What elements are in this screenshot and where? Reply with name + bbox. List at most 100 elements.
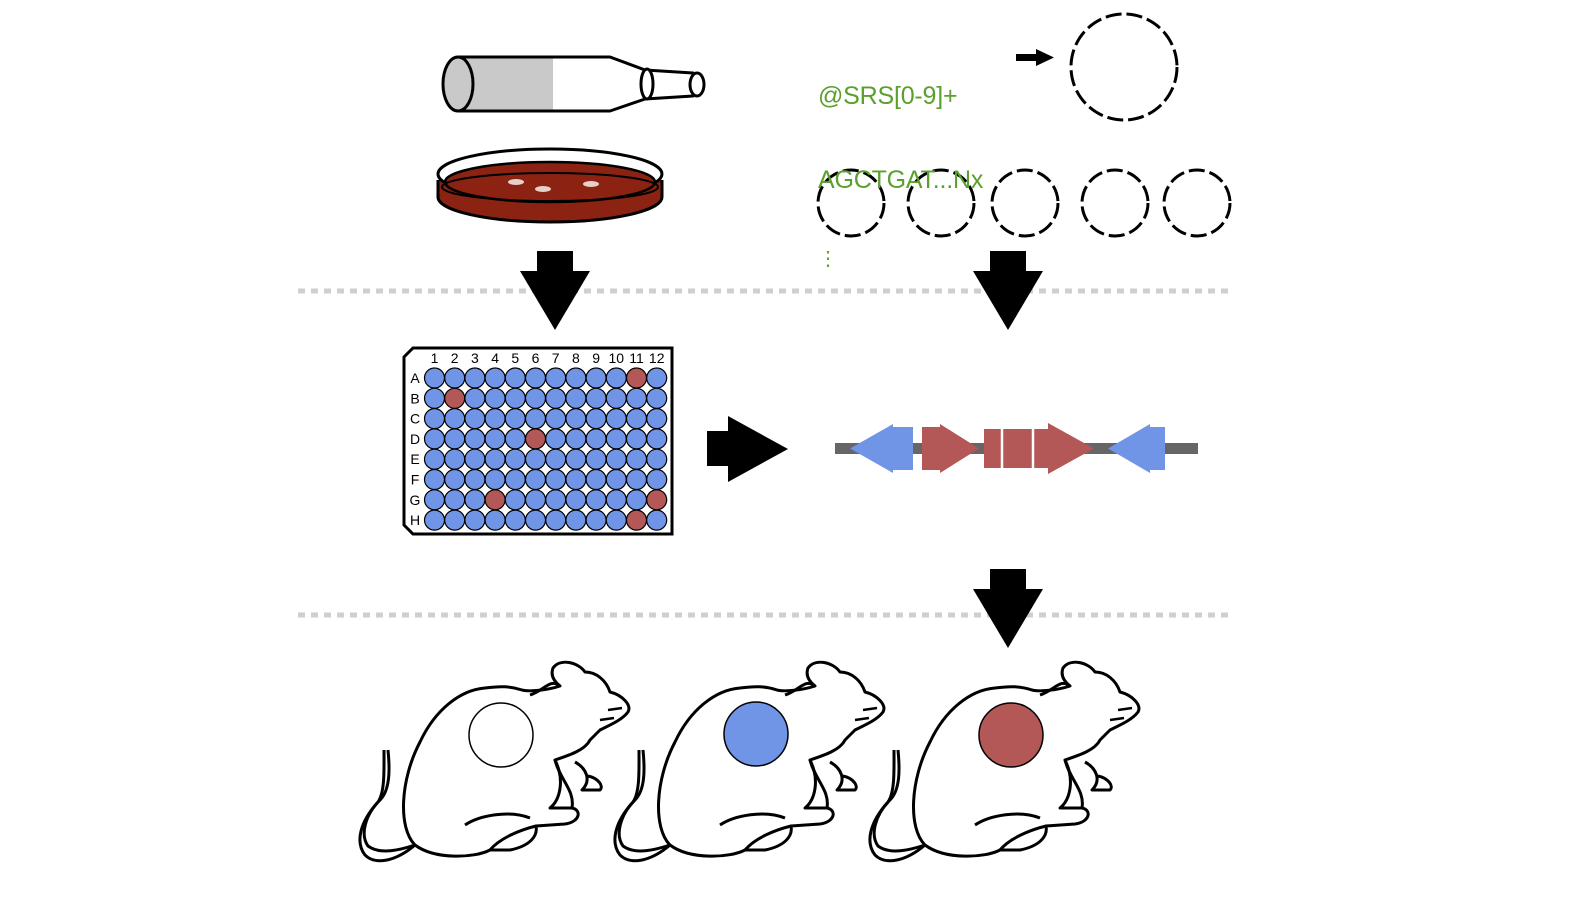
well [605, 387, 627, 409]
well [625, 448, 648, 470]
well [565, 468, 587, 491]
well [605, 448, 627, 470]
well [524, 468, 547, 491]
plate-column-label: 11 [629, 350, 644, 366]
well [423, 408, 446, 430]
well [565, 408, 587, 430]
arrow-icon [1016, 49, 1054, 66]
plasmid-icon [1080, 168, 1150, 238]
plate-column-label: 3 [471, 350, 479, 366]
well [444, 448, 466, 470]
well [484, 448, 506, 470]
well [444, 509, 466, 531]
well [646, 428, 668, 450]
well [545, 489, 567, 511]
mouse-spot-white [468, 702, 534, 768]
well [605, 367, 627, 389]
well [484, 509, 506, 531]
plate-row-label: F [411, 472, 420, 488]
well [524, 367, 547, 389]
well [484, 367, 506, 389]
well [524, 387, 547, 409]
well [585, 509, 607, 531]
plate-column-label: 6 [532, 350, 540, 366]
plate-column-label: 7 [552, 350, 560, 366]
well [504, 448, 526, 470]
well-hit [484, 489, 506, 511]
plasmid-icon [990, 168, 1060, 238]
well [625, 428, 648, 450]
well [545, 468, 567, 491]
well [444, 428, 466, 450]
well [646, 367, 668, 389]
well [646, 408, 668, 430]
well-hit [625, 367, 648, 389]
well [504, 367, 526, 389]
gene-red-1 [922, 424, 979, 473]
well [464, 489, 486, 511]
well [423, 509, 446, 531]
well [565, 489, 587, 511]
well [444, 408, 466, 430]
down-arrow-icon [973, 251, 1043, 330]
plasmid-icon [1162, 168, 1232, 238]
well [565, 428, 587, 450]
well [565, 509, 587, 531]
well [545, 387, 567, 409]
well [585, 387, 607, 409]
plate-column-label: 9 [592, 350, 600, 366]
well [504, 468, 526, 491]
well [605, 489, 627, 511]
culture-tube-icon [441, 55, 706, 113]
plate-row-label: B [410, 390, 419, 406]
well [545, 367, 567, 389]
plate-row-label: A [410, 370, 420, 386]
sequence-header: @SRS[0-9]+ [818, 82, 958, 110]
well [646, 387, 668, 409]
well [646, 448, 668, 470]
plasmid-icon [816, 168, 886, 238]
well [484, 408, 506, 430]
petri-dish-icon [436, 147, 664, 224]
well [585, 448, 607, 470]
plate-column-label: 4 [491, 350, 499, 366]
gene-red-2 [984, 423, 1094, 474]
well-hit [524, 428, 547, 450]
well [444, 468, 466, 491]
plasmid-icon [906, 168, 976, 238]
plate-column-label: 12 [649, 350, 665, 366]
mouse-icon [868, 660, 1141, 863]
well [545, 448, 567, 470]
well-hit [444, 387, 466, 409]
well [605, 468, 627, 491]
well [585, 489, 607, 511]
well [504, 387, 526, 409]
well [585, 468, 607, 491]
well [464, 387, 486, 409]
well [423, 367, 446, 389]
well [585, 408, 607, 430]
plate-row-label: D [410, 431, 420, 447]
well [504, 428, 526, 450]
well [524, 489, 547, 511]
well [605, 428, 627, 450]
well [484, 387, 506, 409]
down-arrow-icon [520, 251, 590, 330]
gene-cluster-icon [835, 423, 1198, 474]
well [444, 489, 466, 511]
well-hit [646, 489, 668, 511]
gene-blue-left [850, 424, 913, 473]
well [464, 509, 486, 531]
well [423, 387, 446, 409]
well [605, 509, 627, 531]
well [464, 448, 486, 470]
well [464, 428, 486, 450]
plate-column-label: 8 [572, 350, 580, 366]
well-hit [625, 509, 648, 531]
well [504, 408, 526, 430]
well [423, 448, 446, 470]
well [504, 489, 526, 511]
well [545, 509, 567, 531]
well [545, 428, 567, 450]
